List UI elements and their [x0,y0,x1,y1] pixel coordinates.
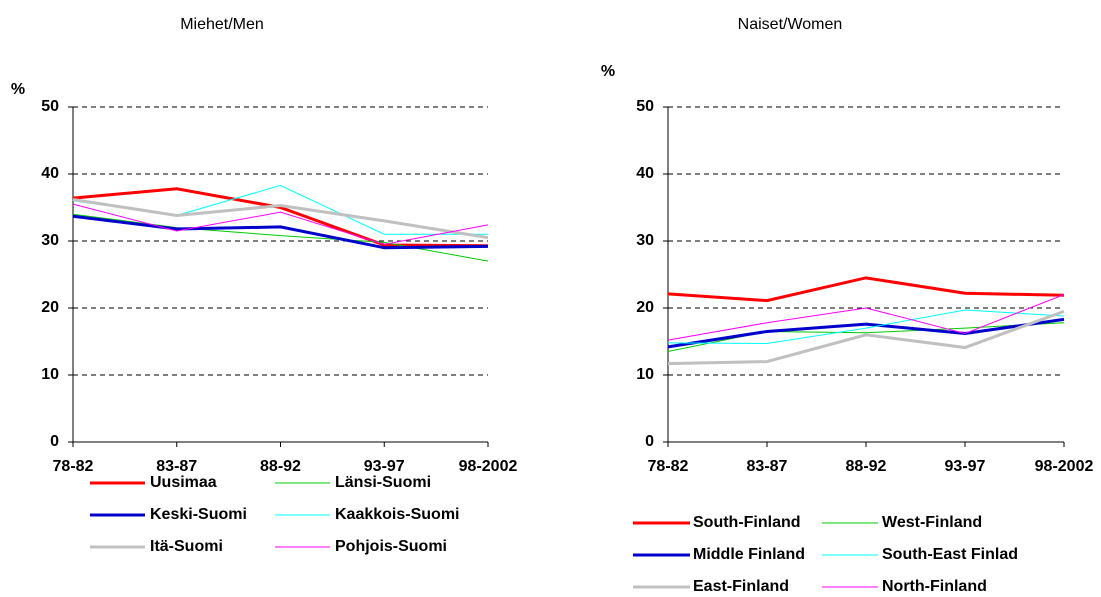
line [72,214,489,250]
y-tick-label: 50 [636,98,654,115]
line [72,203,489,245]
x-tick-label: 88-92 [846,458,887,475]
legend-label: East-Finland [693,578,789,595]
legend-label: South-Finland [693,514,801,531]
line [72,213,489,262]
legend-label: Uusimaa [150,474,217,491]
y-tick-label: 30 [636,232,654,249]
legend-label: Kaakkois-Suomi [335,506,459,523]
y-tick-label: 20 [41,299,59,316]
line [667,294,1065,341]
legend-label: North-Finland [882,578,987,595]
y-tick-label: 0 [50,433,59,450]
x-tick-label: 83-87 [156,458,197,475]
y-tick-label: 20 [636,299,654,316]
y-tick-label: 10 [41,366,59,383]
x-tick-label: 93-97 [945,458,986,475]
y-axis-label: % [11,81,25,98]
legend-label: South-East Finlad [882,546,1018,563]
legend-label: Middle Finland [693,546,805,563]
line [667,276,1065,303]
x-tick-label: 83-87 [747,458,788,475]
line [667,309,1065,345]
x-tick-label: 78-82 [53,458,94,475]
x-tick-label: 93-97 [364,458,405,475]
legend-label: West-Finland [882,514,982,531]
x-tick-label: 88-92 [260,458,301,475]
y-tick-label: 0 [645,433,654,450]
line [667,309,1065,366]
line [72,187,489,248]
legend-label: Itä-Suomi [150,538,223,555]
y-axis-label: % [601,63,615,80]
legend-label: Keski-Suomi [150,506,247,523]
line [667,317,1065,349]
chart-title: Miehet/Men [180,16,264,33]
y-tick-label: 40 [636,165,654,182]
y-tick-label: 30 [41,232,59,249]
legend-label: Länsi-Suomi [335,474,431,491]
y-tick-label: 40 [41,165,59,182]
x-tick-label: 98-2002 [1035,458,1094,475]
line [72,197,489,240]
x-tick-label: 78-82 [648,458,689,475]
chart-title: Naiset/Women [738,16,843,33]
y-tick-label: 10 [636,366,654,383]
x-tick-label: 98-2002 [459,458,518,475]
legend-label: Pohjois-Suomi [335,538,447,555]
line [667,322,1065,353]
y-tick-label: 50 [41,98,59,115]
